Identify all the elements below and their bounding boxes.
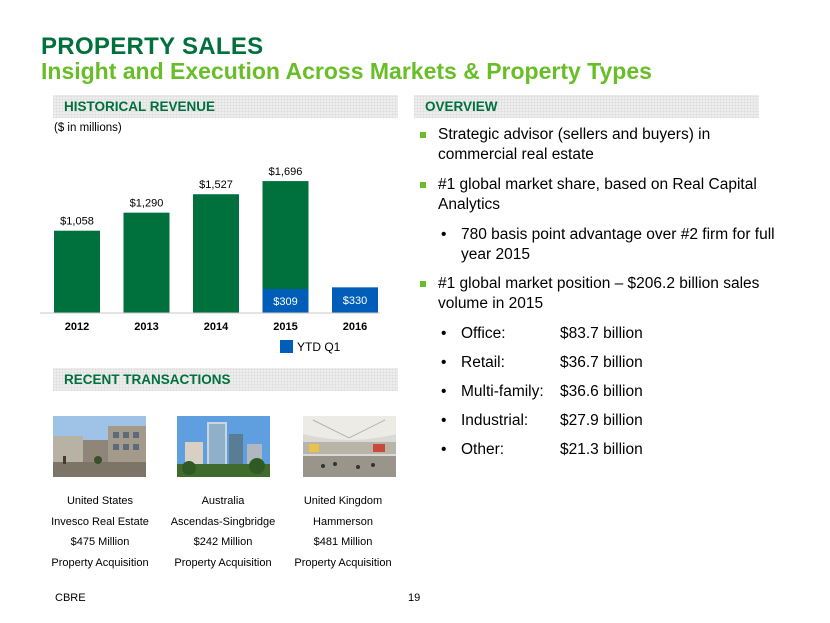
overview-bullet-text: Strategic advisor (sellers and buyers) i… [438,126,711,163]
bullet-square-icon [420,132,426,138]
page-number: 19 [408,592,421,604]
transaction-party: Hammerson [313,515,373,528]
bullet-square-icon [420,281,426,287]
transaction-party: Invesco Real Estate [51,515,149,528]
ytd-bar-2015 [262,288,309,313]
transaction-country: Australia [201,495,245,507]
bar-2013 [123,212,170,313]
transaction-type: Property Acquisition [51,556,149,569]
overview-list: Strategic advisor (sellers and buyers) i… [418,125,778,469]
x-tick-label-2012: 2012 [65,321,89,333]
breakdown-row: • Industrial: $27.9 billion [418,411,778,431]
bar-value-label-2014: $1,527 [199,179,233,191]
slide-subtitle: Insight and Execution Across Markets & P… [41,58,652,84]
transaction-uk: United Kingdom Hammerson $481 Million Pr… [278,491,408,573]
x-tick-label-2014: 2014 [204,321,229,333]
australia-property-photo [177,416,270,477]
transaction-party: Ascendas-Singbridge [170,515,276,528]
ytd-value-label-2015: $309 [273,296,297,308]
bullet-dot-icon: • [441,226,447,243]
bar-value-label-2013: $1,290 [130,198,164,210]
bullet-dot-icon: • [441,354,447,371]
overview-bullet: Strategic advisor (sellers and buyers) i… [418,125,778,165]
breakdown-label: Other: [461,441,505,458]
breakdown-label: Multi-family: [461,383,544,400]
breakdown-value: $27.9 billion [560,412,643,429]
breakdown-row: • Other: $21.3 billion [418,440,778,460]
bullet-square-icon [420,182,426,188]
transaction-country: United Kingdom [303,495,383,507]
x-tick-label-2016: 2016 [343,321,367,333]
bar-2012 [54,230,100,313]
bullet-dot-icon: • [441,441,447,458]
bullet-dot-icon: • [441,325,447,342]
transaction-type: Property Acquisition [294,556,392,569]
historical-revenue-header: HISTORICAL REVENUE [53,95,398,118]
footer-brand: CBRE [55,592,86,604]
revenue-bar-chart: $1,058 2012 $1,290 2013 $1,527 2014 $1,696 $309… [40,166,380,333]
bullet-dot-icon: • [441,383,447,400]
breakdown-label: Retail: [461,354,505,371]
breakdown-value: $36.6 billion [560,383,643,400]
transaction-australia: Australia Ascendas-Singbridge $242 Milli… [158,491,288,573]
ytd-bar-2016 [332,287,378,313]
ytd-value-label-2016: $330 [343,295,367,307]
transaction-type: Property Acquisition [174,556,272,569]
breakdown-row: • Retail: $36.7 billion [418,353,778,373]
breakdown-value: $36.7 billion [560,354,643,371]
transaction-us: United States Invesco Real Estate $475 M… [35,491,165,573]
us-property-photo [53,416,146,477]
transaction-country: United States [66,495,134,507]
breakdown-label: Office: [461,325,506,342]
overview-bullet: #1 global market share, based on Real Ca… [418,175,778,215]
overview-bullet: #1 global market position – $206.2 billi… [418,274,778,314]
bar-value-label-2015: $1,696 [269,166,303,178]
x-tick-label-2015: 2015 [273,321,297,333]
transaction-amount: $475 Million [70,536,130,548]
overview-bullet-text: #1 global market share, based on Real Ca… [438,176,757,213]
legend-label-ytd: YTD Q1 [297,340,341,354]
slide-title: PROPERTY SALES [41,33,264,60]
breakdown-row: • Multi-family: $36.6 billion [418,382,778,402]
legend-swatch-ytd [280,340,293,353]
overview-header: OVERVIEW [414,95,759,118]
bullet-dot-icon: • [441,412,447,429]
recent-transactions-header: RECENT TRANSACTIONS [53,368,398,391]
breakdown-value: $83.7 billion [560,325,643,342]
transaction-amount: $481 Million [313,536,373,548]
breakdown-row: • Office: $83.7 billion [418,324,778,344]
uk-property-photo [303,416,396,477]
units-note: ($ in millions) [54,122,122,134]
bar-value-label-2012: $1,058 [60,216,94,228]
overview-sub-bullet: • 780 basis point advantage over #2 firm… [418,225,778,265]
bar-2014 [193,194,239,313]
overview-sub-text: 780 basis point advantage over #2 firm f… [461,226,775,263]
chart-legend: YTD Q1 [280,340,340,354]
breakdown-label: Industrial: [461,412,529,429]
breakdown-value: $21.3 billion [560,441,643,458]
overview-bullet-text: #1 global market position – $206.2 billi… [438,275,760,312]
transaction-amount: $242 Million [193,536,253,548]
x-tick-label-2013: 2013 [134,321,158,333]
